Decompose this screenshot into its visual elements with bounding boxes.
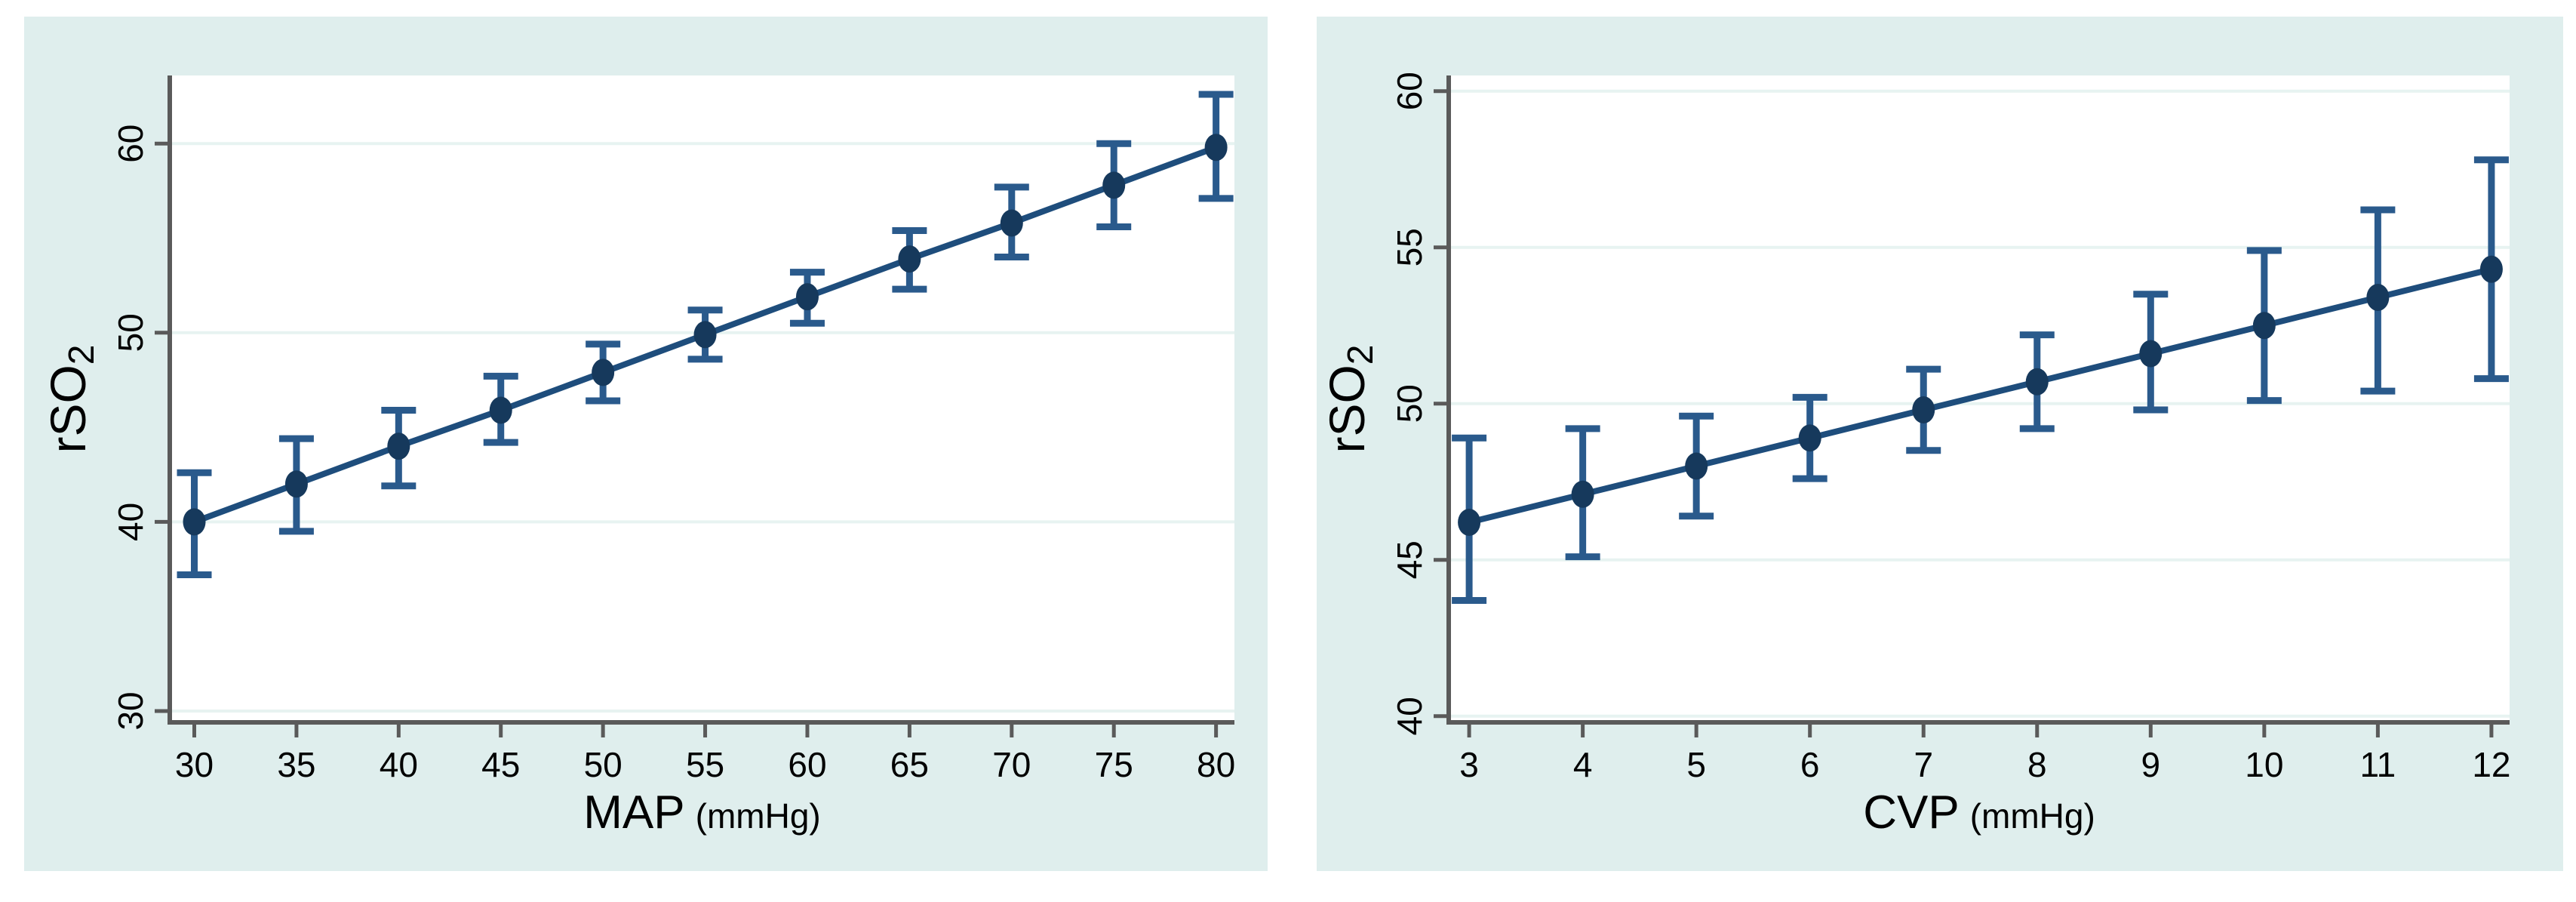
x-axis-title: CVP (mmHg) [1863,787,2095,839]
x-tick-label: 50 [584,745,622,784]
x-tick-label: 75 [1095,745,1133,784]
x-tick-label: 35 [277,745,315,784]
data-point-marker [1000,209,1023,237]
y-axis-title-subscript: 2 [62,344,102,365]
x-tick-label: 8 [2027,745,2047,784]
y-axis-title-subscript: 2 [1341,344,1381,365]
y-axis-title-label: rSO [1319,365,1375,453]
data-point-marker [1204,134,1228,162]
x-tick-label: 80 [1197,745,1235,784]
data-point-marker [2139,340,2163,368]
data-point-marker [2252,312,2276,340]
y-tick-label: 30 [111,691,150,730]
data-point-marker [1685,452,1708,480]
y-tick-label: 40 [111,503,150,541]
data-point-marker [2479,255,2503,283]
data-point-marker [1571,480,1594,508]
y-tick-label: 50 [1390,384,1429,423]
series-line [1468,266,2492,525]
x-tick-label: 10 [2245,745,2283,784]
x-tick-label: 4 [1573,745,1593,784]
x-tick-label: 65 [890,745,929,784]
map-chart-panel: 30 40 50 60 30 35 40 45 50 55 60 65 70 75 80 MAP (mmHg) r… [24,17,1268,871]
x-axis-title-label: MAP [583,787,684,839]
data-point-marker [592,359,615,386]
y-tick-label: 60 [111,125,150,163]
y-tick-label: 50 [111,313,150,352]
data-point-marker [2025,368,2049,396]
y-tick-label: 40 [1390,697,1429,735]
data-point-marker [795,283,819,311]
x-tick-label: 5 [1686,745,1706,784]
x-tick-label: 60 [788,745,826,784]
data-point-marker [693,321,717,349]
y-axis-title: rSO2 [1319,344,1381,453]
x-axis-title-label: CVP [1863,787,1959,839]
x-tick-label: 9 [2141,745,2161,784]
data-point-marker [1912,396,1935,423]
data-point-marker [2366,283,2390,311]
data-point-marker [1102,171,1126,199]
x-axis-title-unit: (mmHg) [1970,796,2095,836]
y-axis-title-label: rSO [40,365,96,453]
data-point-marker [387,433,410,460]
data-point-marker [284,470,308,498]
x-tick-label: 30 [175,745,214,784]
x-tick-label: 55 [686,745,724,784]
y-axis-title: rSO2 [40,344,102,453]
x-tick-label: 6 [1800,745,1820,784]
x-tick-label: 7 [1914,745,1933,784]
data-point-marker [1458,509,1481,537]
y-tick-label: 45 [1390,540,1429,579]
y-tick-label: 60 [1390,72,1429,110]
data-point-marker [183,508,206,536]
data-point-marker [1798,424,1821,452]
x-tick-label: 11 [2359,745,2396,784]
x-tick-label: 40 [380,745,418,784]
x-axis-title-unit: (mmHg) [696,796,821,836]
x-tick-label: 3 [1459,745,1479,784]
x-tick-label: 45 [481,745,520,784]
cvp-chart-panel: 40 45 50 55 60 3 4 5 6 7 8 9 10 11 12 CVP (mmHg) rSO2 [1317,17,2563,871]
map-chart: 30 40 50 60 30 35 40 45 50 55 60 65 70 75 80 MAP (mmHg) r… [24,17,1268,871]
x-tick-label: 70 [992,745,1031,784]
plot-area [170,75,1234,722]
x-axis-title: MAP (mmHg) [583,787,820,839]
data-point-marker [489,396,512,424]
y-tick-label: 55 [1390,228,1429,266]
x-tick-label: 12 [2472,745,2510,784]
data-point-marker [898,245,921,273]
